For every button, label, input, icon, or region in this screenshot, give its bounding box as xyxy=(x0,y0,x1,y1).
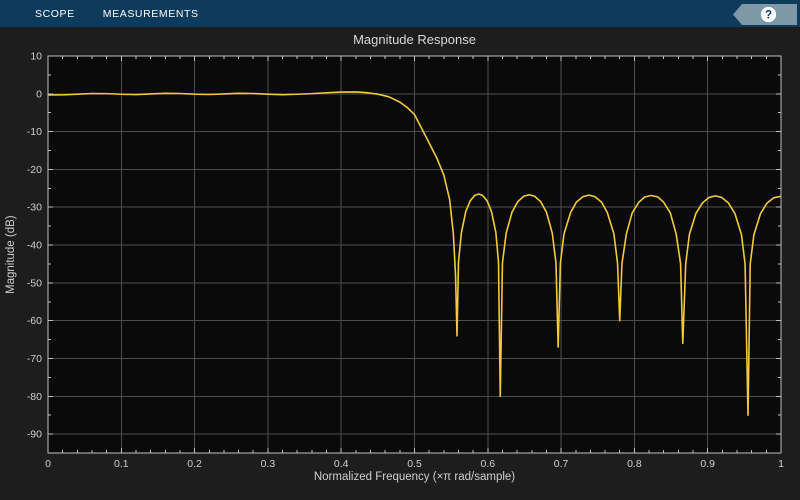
svg-text:1: 1 xyxy=(778,458,784,470)
tick-marks xyxy=(47,55,782,453)
question-mark-icon: ? xyxy=(765,10,772,22)
x-tick-labels: 0 0.1 0.2 0.3 0.4 0.5 0.6 0.7 0.8 0.9 1 xyxy=(45,458,784,470)
svg-text:0.1: 0.1 xyxy=(114,458,129,470)
svg-text:0.7: 0.7 xyxy=(554,458,569,470)
plot-canvas: 0 0.1 0.2 0.3 0.4 0.5 0.6 0.7 0.8 0.9 1 10 0 -10 -20 -3… xyxy=(27,51,784,471)
svg-text:-60: -60 xyxy=(27,315,42,327)
svg-text:10: 10 xyxy=(30,51,42,63)
svg-text:-20: -20 xyxy=(27,164,42,176)
svg-text:-70: -70 xyxy=(27,353,42,365)
help-button[interactable]: ? xyxy=(733,3,797,26)
svg-text:0.5: 0.5 xyxy=(407,458,422,470)
svg-text:0.9: 0.9 xyxy=(700,458,715,470)
response-curve xyxy=(48,91,781,416)
svg-text:0.2: 0.2 xyxy=(187,458,202,470)
svg-text:-30: -30 xyxy=(27,202,42,214)
y-tick-labels: 10 0 -10 -20 -30 -40 -50 -60 -70 -80 -90 xyxy=(27,51,42,441)
figure-area: Magnitude Response Magnitude (dB) 0 0.1 0.… xyxy=(0,27,800,500)
plot-title: Magnitude Response xyxy=(353,32,476,47)
svg-text:0.3: 0.3 xyxy=(261,458,276,470)
question-circle xyxy=(760,6,777,23)
svg-text:-80: -80 xyxy=(27,391,42,403)
tab-scope[interactable]: SCOPE xyxy=(35,7,75,20)
tab-measurements[interactable]: MEASUREMENTS xyxy=(102,7,199,20)
svg-text:-90: -90 xyxy=(27,429,42,441)
svg-text:0: 0 xyxy=(36,88,42,100)
svg-text:0.4: 0.4 xyxy=(334,458,349,470)
help-chevron-icon: ? xyxy=(733,4,797,25)
svg-text:0.6: 0.6 xyxy=(480,458,495,470)
svg-text:-50: -50 xyxy=(27,277,42,289)
svg-text:-40: -40 xyxy=(27,240,42,252)
toolstrip: SCOPE MEASUREMENTS ? xyxy=(0,0,800,27)
svg-text:0: 0 xyxy=(45,458,51,470)
grid-lines xyxy=(47,55,782,453)
x-axis-label: Normalized Frequency (×π rad/sample) xyxy=(313,471,516,483)
svg-text:0.8: 0.8 xyxy=(627,458,642,470)
svg-text:-10: -10 xyxy=(27,126,42,138)
